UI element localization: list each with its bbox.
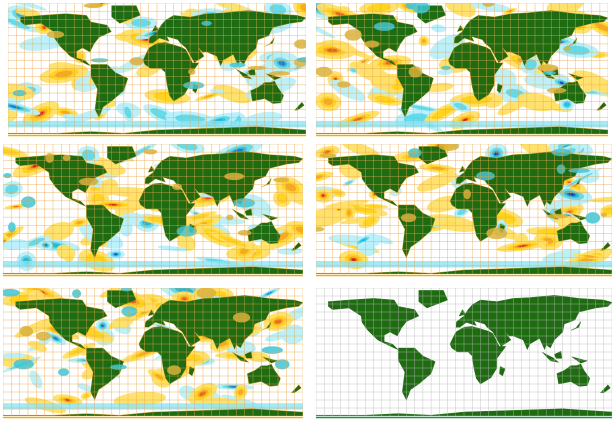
map-panel — [0, 134, 320, 278]
land-anomaly — [374, 22, 395, 31]
land-anomaly — [543, 71, 556, 75]
land-anomaly — [401, 213, 416, 222]
land-anomaly — [345, 29, 362, 40]
land-anomaly — [110, 364, 126, 369]
land-anomaly — [463, 189, 471, 199]
land-anomaly — [58, 368, 69, 376]
land-anomaly — [547, 88, 567, 93]
land-anomaly — [188, 69, 195, 75]
land-anomaly — [233, 313, 250, 323]
map-panel — [316, 288, 612, 420]
map-content — [0, 134, 320, 278]
land-anomaly — [167, 365, 181, 375]
land-anomaly — [144, 149, 158, 154]
land-anomaly — [121, 306, 137, 316]
land-anomaly — [177, 226, 197, 237]
land-anomaly — [248, 66, 267, 70]
land-anomaly — [557, 164, 566, 174]
land-anomaly — [441, 66, 451, 70]
map-content — [0, 275, 309, 420]
land-anomaly — [233, 198, 255, 207]
map-content — [300, 130, 612, 278]
map-panel — [290, 0, 612, 138]
land-anomaly — [269, 71, 290, 76]
land-anomaly — [476, 171, 495, 180]
land-anomaly — [229, 62, 245, 67]
land-anomaly — [409, 66, 423, 77]
map-content — [316, 288, 612, 420]
map-panel — [0, 0, 319, 138]
land-anomaly — [226, 215, 233, 221]
land-anomaly — [3, 173, 11, 178]
land-anomaly — [45, 153, 54, 163]
land-anomaly — [196, 288, 216, 299]
land-anomaly — [8, 222, 16, 232]
land-anomaly — [21, 196, 36, 208]
land-anomaly — [72, 289, 81, 298]
map-panel — [300, 130, 612, 278]
map-grid — [0, 0, 612, 426]
land-anomaly — [537, 64, 558, 71]
map-content — [0, 0, 319, 138]
map-panel — [0, 275, 309, 420]
land-anomaly — [130, 57, 144, 65]
map-content — [290, 0, 612, 138]
land-anomaly — [585, 212, 600, 224]
land-anomaly — [262, 346, 283, 354]
land-anomaly — [84, 3, 103, 8]
land-anomaly — [183, 81, 204, 89]
land-anomaly — [273, 177, 289, 182]
land-anomaly — [19, 326, 33, 337]
land-anomaly — [320, 153, 337, 158]
land-anomaly — [315, 67, 332, 77]
land-anomaly — [547, 214, 569, 219]
page: (() => { const data = JSON.parse(documen… — [0, 0, 612, 426]
land-anomaly — [564, 46, 571, 50]
